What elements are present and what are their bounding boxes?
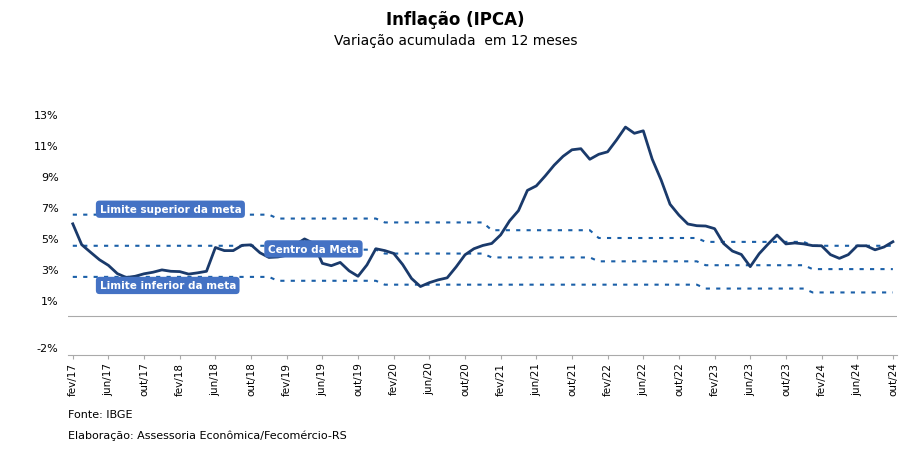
Text: Inflação (IPCA): Inflação (IPCA) — [386, 11, 525, 29]
Text: Limite inferior da meta: Limite inferior da meta — [99, 281, 236, 291]
Text: Variação acumulada  em 12 meses: Variação acumulada em 12 meses — [333, 34, 578, 48]
Text: Fonte: IBGE: Fonte: IBGE — [68, 410, 133, 420]
Text: Elaboração: Assessoria Econômica/Fecomércio-RS: Elaboração: Assessoria Econômica/Fecomér… — [68, 430, 347, 440]
Text: Limite superior da meta: Limite superior da meta — [99, 205, 241, 215]
Text: Centro da Meta: Centro da Meta — [268, 244, 359, 254]
